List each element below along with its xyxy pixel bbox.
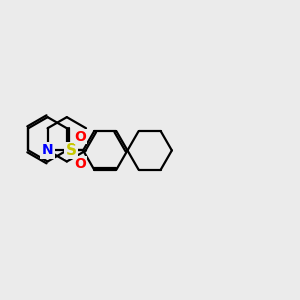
Text: N: N <box>42 143 53 158</box>
Text: O: O <box>74 130 86 144</box>
Text: O: O <box>74 157 86 171</box>
Text: S: S <box>65 143 76 158</box>
